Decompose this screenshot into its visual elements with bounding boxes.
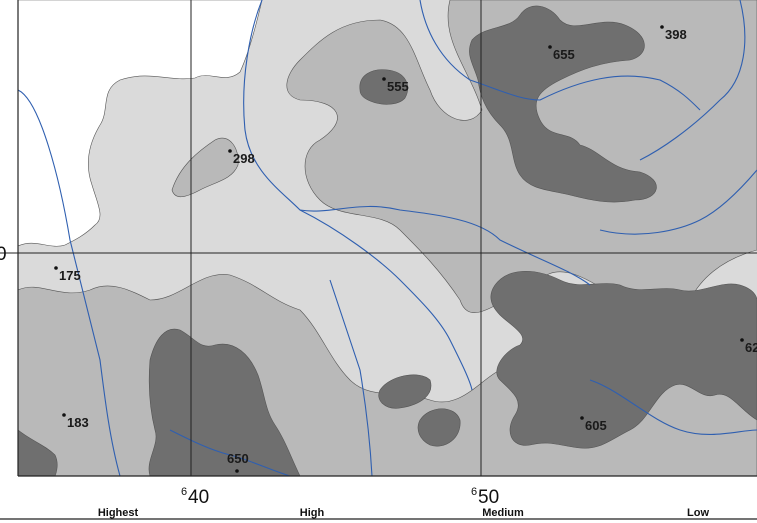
grid-label: 40 [188,487,209,508]
high-zone [359,69,408,105]
spot-dot [740,338,744,342]
high-zone [148,328,301,476]
spot-dot [54,266,58,270]
spot-height: 183 [67,415,89,430]
spot-height: 555 [387,79,409,94]
river [243,0,473,391]
spot-dot [580,416,584,420]
grid-label: 0 [0,244,7,265]
spot-dot [382,77,386,81]
high-zone [490,271,757,449]
spot-height: 650 [227,451,249,466]
river [599,0,757,235]
spot-height: 398 [665,27,687,42]
medium-zone [171,137,239,198]
legend-label: Medium [482,507,524,519]
spot-dot [235,469,239,473]
grid-superscript: 6 [181,486,187,498]
river [299,205,591,286]
river [329,279,757,476]
grid-superscript: 6 [471,486,477,498]
high-zone [469,5,657,203]
spot-dot [548,45,552,49]
legend-label: Low [687,507,709,519]
spot-height: 298 [233,151,255,166]
spot-height: 175 [59,268,81,283]
river [419,0,701,111]
river [169,429,291,476]
relief [18,0,757,476]
spot-height: 655 [553,47,575,62]
grid-label: 50 [478,487,499,508]
legend-label: High [300,507,325,519]
spot-dot [228,149,232,153]
legend-label: Highest [98,507,139,519]
spot-dot [62,413,66,417]
river [18,89,121,476]
spot-dot [660,25,664,29]
lowest-zone [18,0,263,247]
spot-height: 62 [745,340,757,355]
spot-height: 605 [585,418,607,433]
